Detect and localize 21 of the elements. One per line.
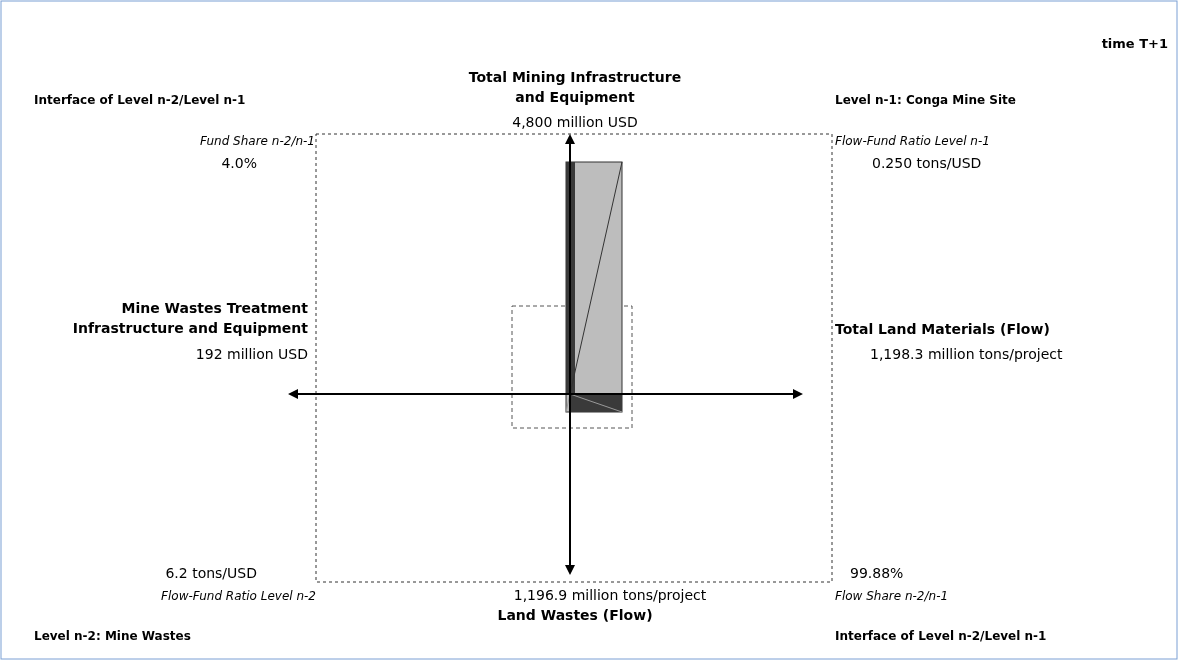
text: 99.88% [850, 565, 904, 581]
category-label: Mine Wastes Treatment Infrastructure and Equipment [72, 300, 309, 336]
text: 0.250 tons/USD [872, 155, 982, 171]
text: 4.0% [221, 155, 257, 171]
text: Level n-1: Conga Mine Site [835, 93, 1016, 107]
category-label: Land Wastes (Flow) [497, 607, 653, 623]
category-label: Total Land Materials (Flow) [835, 321, 1050, 337]
text: Flow Share n-2/n-1 [835, 589, 949, 603]
text: Interface of Level n-2/Level n-1 [835, 629, 1047, 643]
text: Flow-Fund Ratio Level n-1 [835, 134, 990, 148]
text: time T+1 [1101, 36, 1168, 51]
text: 6.2 tons/USD [165, 565, 257, 581]
data-label: 192 million USD [195, 346, 308, 362]
text: Fund Share n-2/n-1 [200, 134, 315, 148]
data-label: 1,196.9 million tons/project [513, 587, 707, 603]
category-label: Total Mining Infrastructure and Equipment [468, 69, 682, 105]
text: Level n-2: Mine Wastes [34, 629, 191, 643]
text: Flow-Fund Ratio Level n-2 [161, 589, 316, 603]
data-label: 1,198.3 million tons/project [870, 346, 1064, 362]
text: Interface of Level n-2/Level n-1 [34, 93, 246, 107]
data-label: 4,800 million USD [512, 114, 638, 130]
